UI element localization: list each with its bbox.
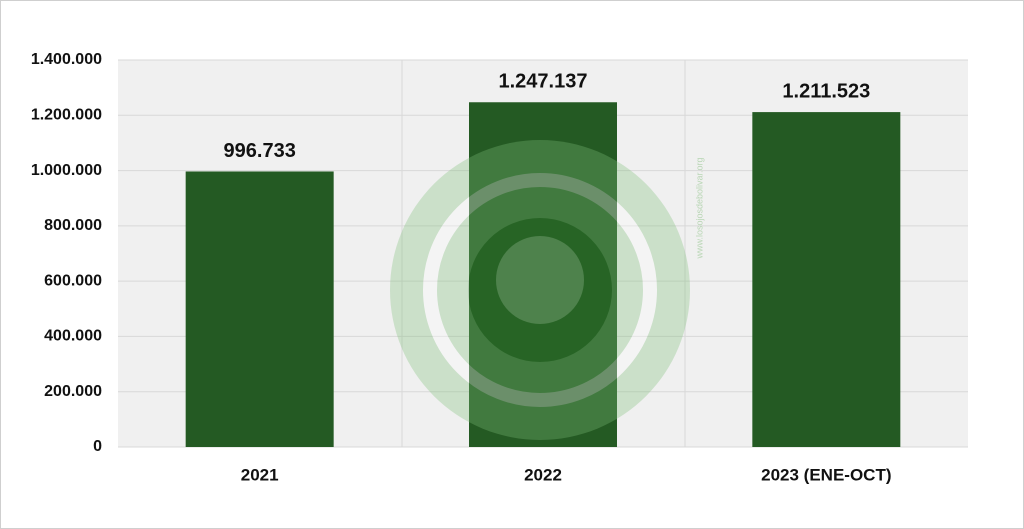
data-label: 1.247.137 [499, 71, 588, 93]
bar [469, 102, 617, 447]
bar [185, 171, 334, 447]
y-tick-label: 400.000 [44, 328, 102, 345]
x-tick-label: 2021 [241, 465, 279, 484]
y-tick-label: 800.000 [44, 217, 102, 234]
y-tick-label: 1.000.000 [31, 162, 102, 179]
data-label: 1.211.523 [782, 80, 870, 102]
y-tick-label: 200.000 [44, 383, 102, 400]
watermark-logo [390, 140, 690, 440]
data-label: 996.733 [224, 140, 296, 162]
y-tick-label: 1.200.000 [31, 107, 102, 124]
y-tick-label: 0 [93, 438, 102, 455]
x-tick-label: 2023 (ENE-OCT) [761, 465, 891, 484]
y-tick-label: 600.000 [44, 272, 102, 289]
y-tick-label: 1.400.000 [31, 51, 102, 68]
watermark: www.losojosdebolivar.org [694, 157, 704, 259]
bars [185, 102, 901, 447]
bar [752, 112, 901, 447]
x-tick-label: 2022 [524, 465, 562, 484]
